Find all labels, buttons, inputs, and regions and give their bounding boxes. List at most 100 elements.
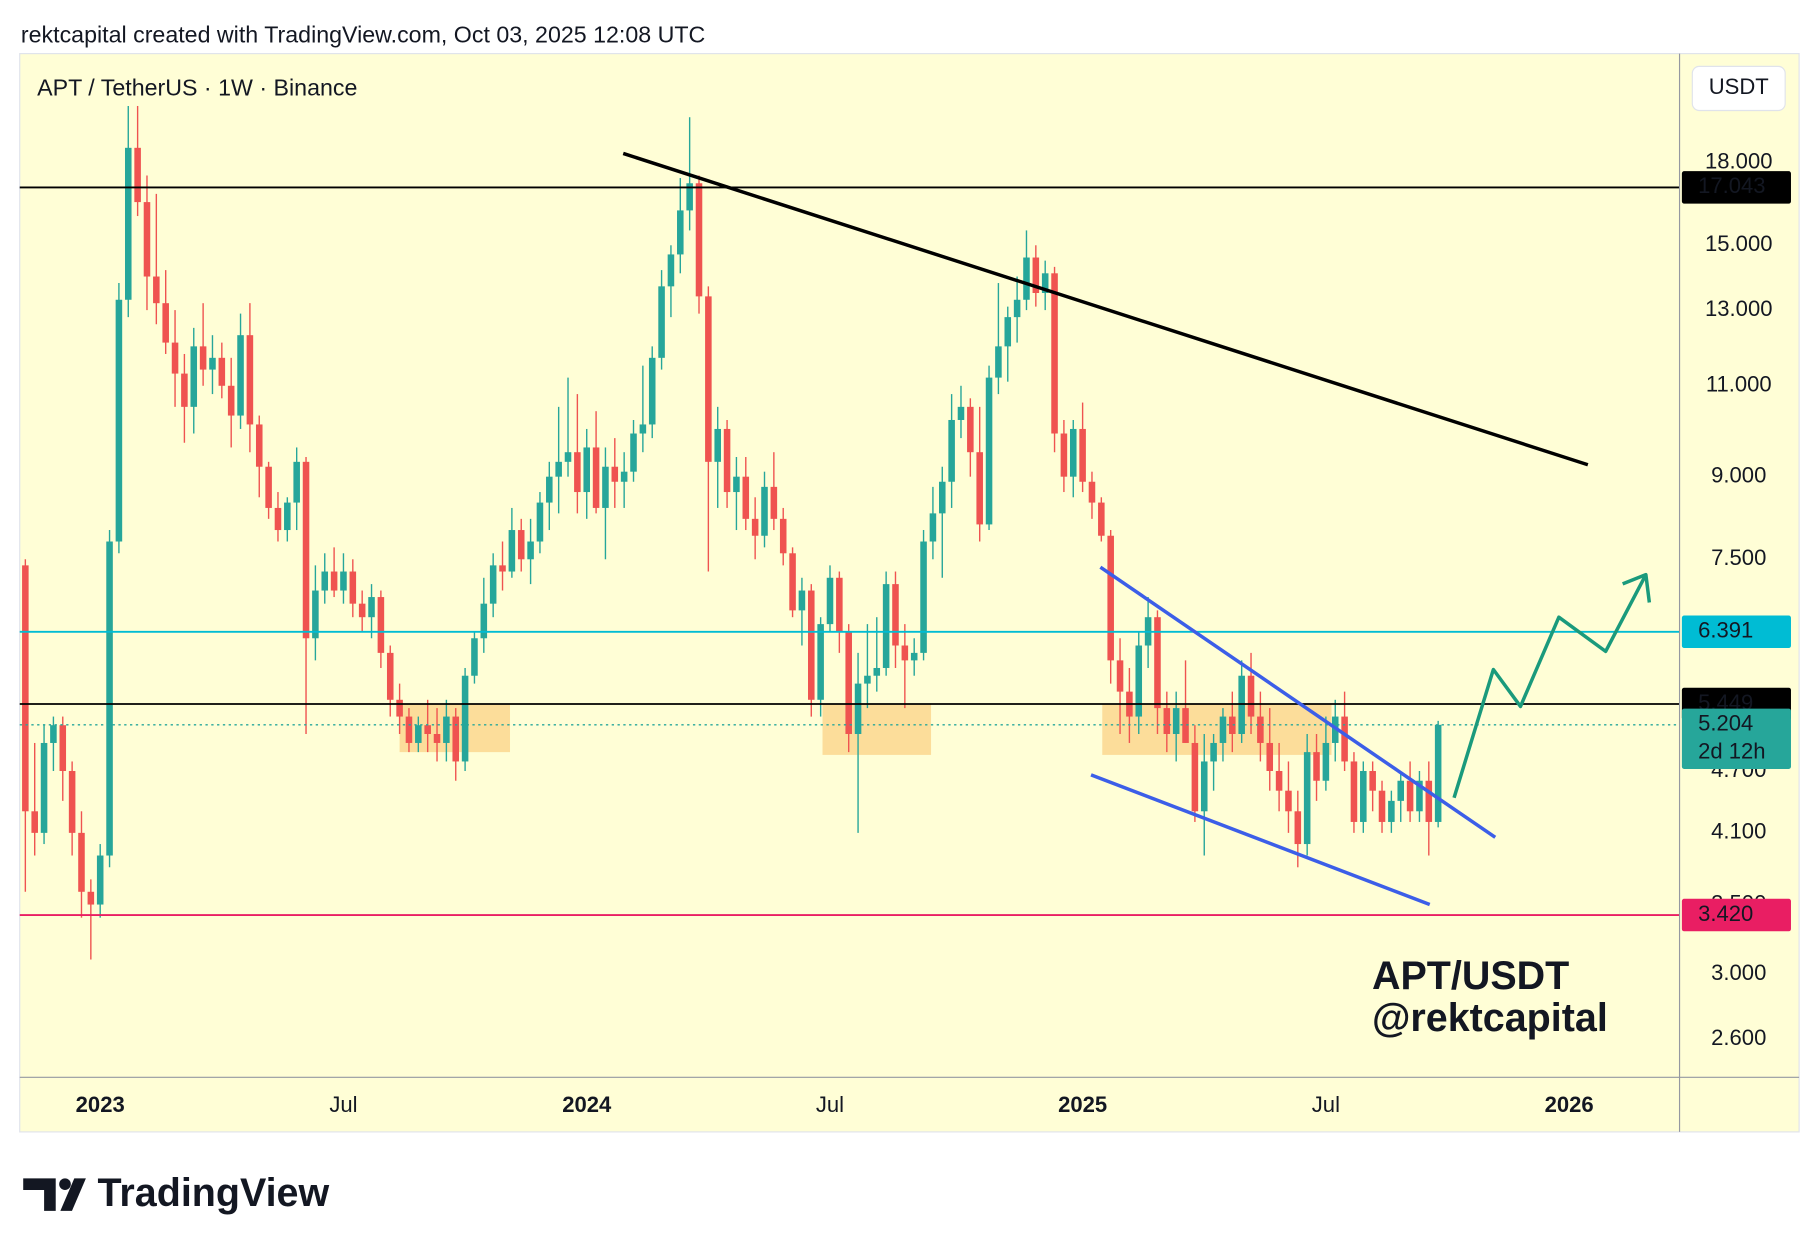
currency[interactable]: USDT — [1709, 74, 1769, 99]
currency-button[interactable] — [1691, 65, 1786, 112]
candle-body — [59, 725, 67, 771]
candle-body — [873, 667, 881, 676]
candle-body — [938, 481, 946, 514]
price-badge-label: 3.420 — [1698, 901, 1753, 926]
candle-body — [31, 811, 38, 833]
candle-body — [50, 725, 57, 743]
y-tick-label: 11.000 — [1706, 372, 1772, 397]
candle-body — [1425, 780, 1433, 822]
x-tick-label: Jul — [1312, 1092, 1340, 1117]
candle-body — [1229, 716, 1236, 734]
candle-body — [106, 541, 113, 856]
candle-body — [227, 385, 235, 416]
candle-body — [1313, 752, 1320, 781]
candle-body — [564, 452, 572, 462]
candle-body — [602, 466, 609, 508]
candle-body — [1182, 708, 1189, 743]
candle-body — [246, 335, 254, 425]
candle-body — [237, 335, 244, 416]
support-zone — [822, 703, 932, 755]
candle-body — [798, 590, 806, 611]
candle-body — [854, 683, 862, 734]
candle-body — [995, 346, 1002, 378]
candle-body — [1098, 502, 1105, 536]
x-tick-label: 2023 — [76, 1092, 125, 1117]
candle-body — [162, 303, 169, 343]
candle-body — [808, 590, 815, 700]
candle-body — [1154, 617, 1161, 709]
candle-body — [864, 675, 871, 684]
candle-body — [1275, 770, 1283, 791]
candle-body — [1360, 770, 1367, 822]
trendline — [1090, 773, 1431, 907]
candle-body — [443, 716, 450, 743]
candle-body — [1266, 742, 1274, 771]
candle-body — [705, 296, 712, 462]
candle-body — [1247, 675, 1255, 717]
candle-body — [836, 577, 843, 632]
price-badge — [1681, 708, 1791, 769]
candle-body — [1210, 742, 1217, 762]
candle-body — [751, 518, 759, 536]
candle-body — [826, 577, 834, 625]
candle-body — [312, 590, 319, 639]
candle-body — [527, 541, 534, 560]
candle-body — [1219, 716, 1227, 743]
candle-body — [714, 428, 721, 462]
y-tick-label: 7.500 — [1711, 545, 1766, 570]
candle-body — [789, 553, 796, 611]
candle-body — [368, 597, 375, 618]
candle-body — [967, 406, 974, 453]
candle-body — [761, 486, 768, 536]
candle-body — [471, 638, 478, 676]
candle-body — [742, 476, 750, 519]
candle-body — [948, 419, 955, 482]
candle-body — [302, 461, 310, 639]
candle-body — [321, 571, 329, 591]
candle-body — [386, 652, 394, 700]
candle-body — [1032, 257, 1040, 294]
candle-body — [677, 210, 684, 255]
candle-body — [68, 770, 76, 833]
candle-body — [929, 513, 937, 542]
candle-body — [433, 733, 441, 743]
candle-body — [199, 346, 207, 370]
candle-body — [284, 502, 291, 531]
candle-body — [209, 357, 216, 370]
candle-body — [424, 725, 431, 734]
arrow-head — [1622, 572, 1652, 603]
watermark: APT/USDT — [1372, 954, 1569, 998]
candle-body — [1350, 761, 1358, 822]
candle-body — [1397, 780, 1405, 801]
candle-body — [489, 565, 497, 604]
candle-body — [1004, 317, 1012, 347]
candle-body — [1406, 780, 1414, 812]
candle-body — [592, 447, 600, 508]
x-tick-label: 2024 — [562, 1092, 612, 1117]
candle-body — [218, 357, 226, 386]
candle-body — [377, 597, 385, 653]
candle-body — [1163, 708, 1171, 734]
plot — [19, 105, 1680, 960]
candle-body — [536, 502, 544, 542]
candle-body — [396, 699, 403, 717]
price-badge-label: 5.204 — [1698, 711, 1753, 736]
candle-body — [1051, 273, 1058, 434]
candle-body — [1388, 800, 1395, 822]
candle-body — [985, 377, 993, 525]
candle-body — [87, 891, 95, 905]
candle-body — [115, 299, 123, 542]
candle-body — [1041, 273, 1049, 294]
price-badge — [1681, 171, 1791, 204]
y-tick-label: 15.000 — [1705, 231, 1772, 256]
candle-body — [452, 716, 460, 762]
candle-body — [415, 725, 422, 743]
candle-body — [1107, 535, 1114, 661]
candle-body — [499, 565, 506, 572]
candle-body — [667, 254, 675, 287]
candle-body — [695, 183, 703, 297]
x-tick-label: 2025 — [1058, 1092, 1107, 1117]
projection-path — [1452, 573, 1648, 799]
